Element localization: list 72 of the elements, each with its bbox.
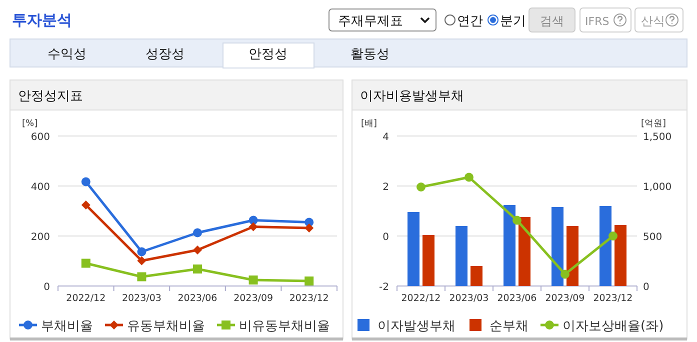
x-tick-label: 2023/06 — [178, 293, 218, 304]
text: IFRS — [585, 15, 610, 28]
y-tick-label: 600 — [30, 132, 50, 143]
legend-label: 비유동부채비율 — [239, 319, 330, 334]
bar — [456, 226, 468, 286]
point — [81, 200, 90, 210]
bar — [614, 225, 626, 286]
bar — [422, 235, 434, 286]
text: 연간 — [457, 14, 483, 29]
text: 활동성 — [350, 47, 390, 62]
point — [81, 177, 90, 186]
x-tick-label: 2023/09 — [234, 293, 274, 304]
x-tick-label: 2023/06 — [497, 293, 537, 304]
y2-axis-title: [억원] — [641, 119, 666, 129]
y2-tick-label: 1,500 — [643, 132, 672, 143]
y-tick-label: 200 — [30, 232, 50, 243]
text: 투자분석 — [12, 11, 72, 29]
point — [304, 224, 314, 232]
bar — [566, 226, 578, 286]
bar — [600, 206, 612, 286]
legend-label: 유동부채비율 — [127, 319, 205, 334]
bar — [408, 212, 420, 286]
y2-tick-label: 1,000 — [643, 182, 672, 193]
bar — [470, 266, 482, 286]
point — [137, 247, 146, 256]
point — [304, 276, 314, 286]
legend-label: 이자보상배율(좌) — [562, 319, 664, 334]
y-tick-label: 0 — [382, 232, 389, 243]
point — [193, 228, 202, 238]
y-tick-label: -2 — [379, 282, 389, 293]
point — [464, 172, 474, 182]
point — [137, 256, 146, 266]
x-tick-label: 2022/12 — [66, 293, 106, 304]
point — [416, 182, 426, 192]
text: 안정성 — [248, 47, 288, 62]
chart-title: 안정성지표 — [18, 89, 83, 104]
point — [137, 272, 146, 282]
y-tick-label: 4 — [382, 132, 389, 143]
x-tick-label: 2022/12 — [401, 293, 441, 304]
bar — [518, 217, 530, 286]
bar — [504, 205, 516, 286]
point — [81, 258, 90, 268]
point — [248, 222, 258, 232]
y2-tick-label: 0 — [643, 282, 650, 293]
y-axis-title: [배] — [361, 119, 378, 129]
point — [608, 232, 618, 240]
y2-tick-label: 500 — [643, 232, 662, 243]
x-tick-label: 2023/09 — [545, 293, 585, 304]
point — [248, 276, 258, 284]
text: 분기 — [500, 14, 526, 29]
y-tick-label: 0 — [44, 282, 50, 293]
point — [512, 216, 522, 225]
legend-label: 부채비율 — [41, 319, 93, 334]
x-tick-label: 2023/12 — [289, 293, 329, 304]
legend-label: 순부채 — [490, 319, 528, 334]
point — [193, 246, 202, 254]
bar — [552, 207, 564, 286]
y-tick-label: 2 — [382, 182, 389, 193]
text: 수익성 — [48, 47, 86, 62]
point — [193, 264, 202, 274]
x-tick-label: 2023/03 — [449, 293, 489, 304]
y-axis-title: [%] — [22, 119, 38, 129]
text: 검색 — [540, 14, 564, 28]
point — [560, 270, 570, 279]
x-tick-label: 2023/12 — [593, 293, 633, 304]
text: 산식 — [641, 14, 665, 28]
text: 성장성 — [146, 47, 184, 62]
legend-label: 이자발생부채 — [378, 319, 456, 334]
y-tick-label: 400 — [30, 182, 50, 193]
text: 주재무제표 — [338, 14, 403, 29]
chart-title: 이자비용발생부채 — [360, 89, 464, 104]
x-tick-label: 2023/03 — [122, 293, 162, 304]
